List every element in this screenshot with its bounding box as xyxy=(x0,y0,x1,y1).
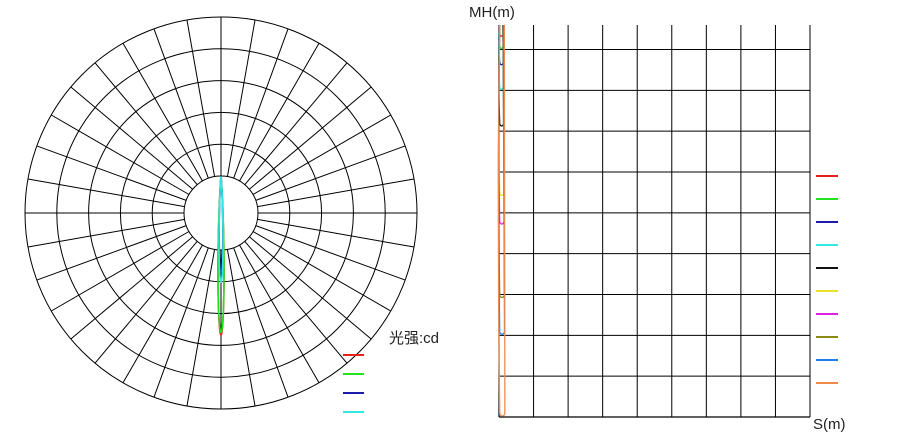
polar-spoke xyxy=(122,43,203,182)
cone-labels: MH(m) S(m) xyxy=(469,4,846,433)
polar-spoke xyxy=(186,249,216,407)
cone-x-axis-label: S(m) xyxy=(813,416,846,433)
polar-spoke xyxy=(51,231,190,312)
polar-legend: 光强:cd xyxy=(343,330,439,413)
polar-spoke xyxy=(226,19,256,177)
polar-spoke xyxy=(153,247,209,398)
polar-spoke xyxy=(186,19,216,177)
polar-spoke xyxy=(255,145,406,201)
polar-spoke xyxy=(226,249,256,407)
cone-y-axis-label: MH(m) xyxy=(469,4,515,21)
polar-spoke xyxy=(249,236,372,340)
polar-spoke xyxy=(249,86,372,190)
polar-spoke xyxy=(257,218,415,248)
polar-curve-c90 xyxy=(218,176,224,284)
polar-spoke xyxy=(244,241,348,364)
cone-curve-1800 xyxy=(497,24,506,417)
polar-grid xyxy=(24,16,418,410)
polar-spoke xyxy=(36,145,187,201)
cone-curves xyxy=(497,24,506,417)
polar-curves xyxy=(217,176,225,337)
polar-spoke xyxy=(239,244,320,383)
polar-spoke xyxy=(70,86,193,190)
polar-spoke xyxy=(255,225,406,281)
polar-spoke xyxy=(153,28,209,179)
polar-spoke xyxy=(27,218,185,248)
cone-grid xyxy=(498,25,811,418)
polar-legend-title: 光强:cd xyxy=(389,330,439,347)
polar-spoke xyxy=(239,43,320,182)
polar-spoke xyxy=(257,178,415,208)
polar-spoke xyxy=(244,62,348,185)
polar-spoke xyxy=(27,178,185,208)
polar-spoke xyxy=(252,114,391,195)
polar-spoke xyxy=(122,244,203,383)
polar-spoke xyxy=(94,241,198,364)
polar-spoke xyxy=(233,247,289,398)
polar-spoke xyxy=(94,62,198,185)
polar-spoke xyxy=(36,225,187,281)
polar-spoke xyxy=(252,231,391,312)
cone-legend xyxy=(816,175,838,384)
polar-spoke xyxy=(70,236,193,340)
polar-spoke xyxy=(51,114,190,195)
polar-spoke xyxy=(233,28,289,179)
